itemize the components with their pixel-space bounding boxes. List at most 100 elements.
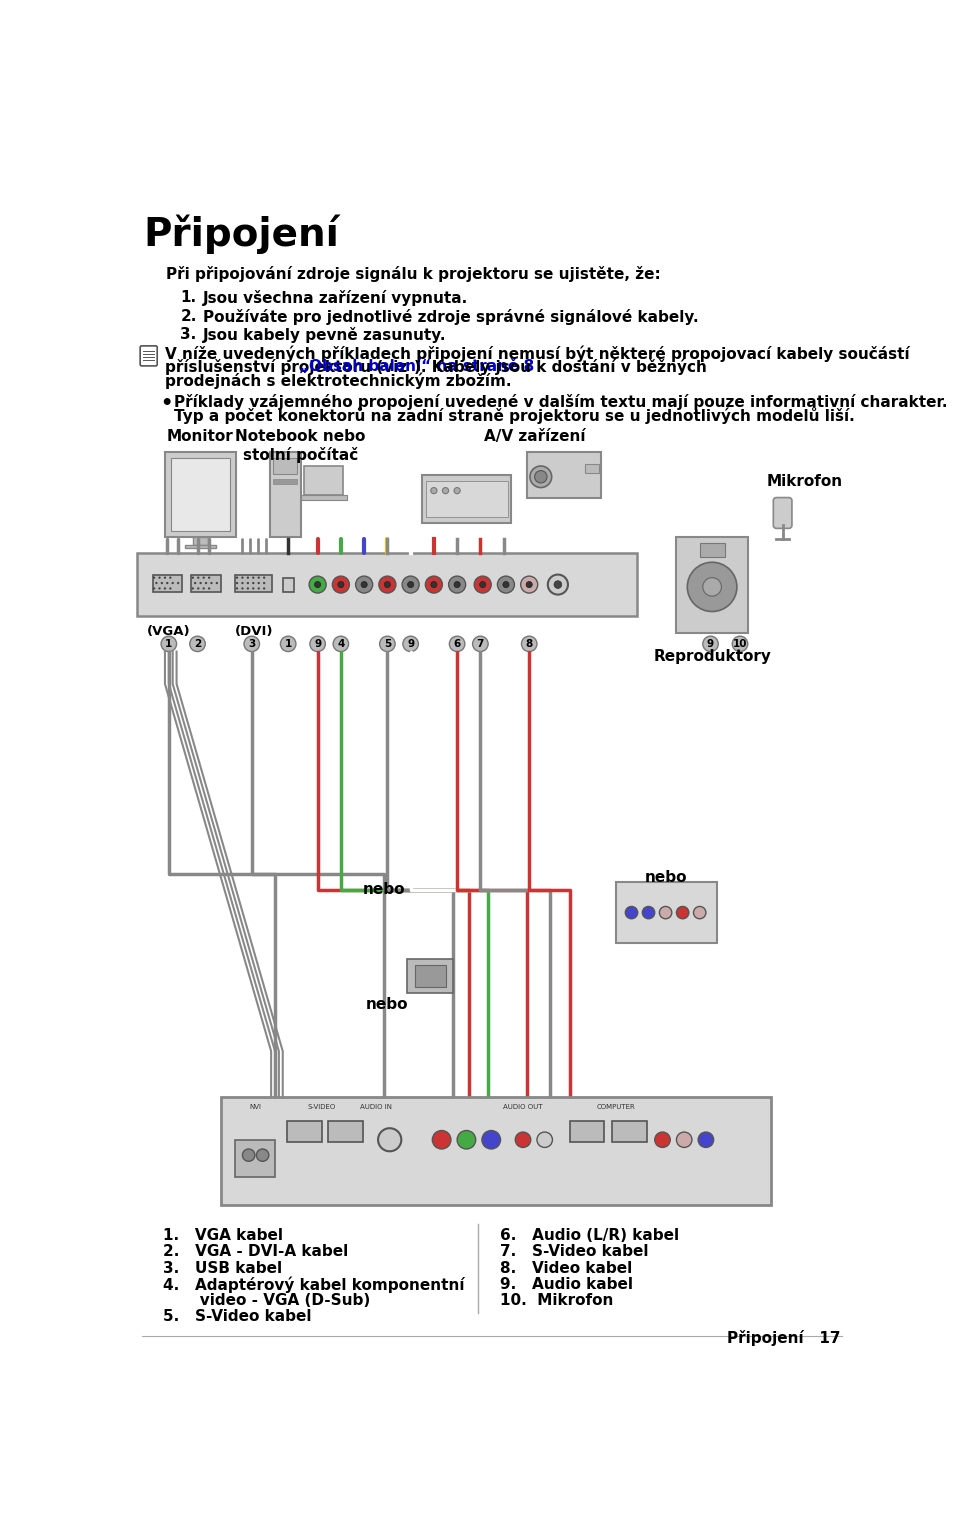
Circle shape [216,581,218,584]
Text: 6.   Audio (L/R) kabel: 6. Audio (L/R) kabel [500,1228,679,1243]
Circle shape [535,470,547,482]
Circle shape [158,577,160,578]
Circle shape [263,581,265,584]
Circle shape [164,587,166,589]
Circle shape [355,577,372,594]
Text: příslušenství projektoru (viz: příslušenství projektoru (viz [165,359,413,374]
Circle shape [338,581,344,587]
Circle shape [263,587,265,589]
Bar [304,466,344,495]
FancyBboxPatch shape [774,498,792,528]
Circle shape [379,577,396,594]
Circle shape [732,636,748,651]
Circle shape [280,636,296,651]
Circle shape [153,577,156,578]
Circle shape [164,577,166,578]
Circle shape [256,1149,269,1161]
Circle shape [521,636,537,651]
Text: 10.  Mikrofon: 10. Mikrofon [500,1294,613,1307]
Text: COMPUTER: COMPUTER [596,1103,636,1110]
Text: Při připojování zdroje signálu k projektoru se ujistěte, že:: Při připojování zdroje signálu k projekt… [166,266,661,282]
Circle shape [443,487,448,493]
Circle shape [642,907,655,919]
Text: S-VIDEO: S-VIDEO [307,1103,336,1110]
Circle shape [177,581,180,584]
Text: 4: 4 [337,639,345,648]
Text: 2.   VGA - DVI-A kabel: 2. VGA - DVI-A kabel [162,1245,348,1260]
Bar [221,1097,771,1205]
Bar [165,452,236,537]
Text: Mikrofon: Mikrofon [767,473,843,489]
Circle shape [192,587,194,589]
Circle shape [247,581,249,584]
Text: AUDIO OUT: AUDIO OUT [503,1103,542,1110]
Circle shape [537,1132,552,1148]
Circle shape [482,1131,500,1149]
Circle shape [548,575,568,595]
Circle shape [480,581,486,587]
Bar [193,537,208,545]
Bar [137,552,636,616]
Circle shape [384,581,391,587]
Bar [677,537,748,633]
Bar [274,479,297,484]
Bar [426,481,508,517]
Bar [569,1120,605,1142]
Text: 3.: 3. [180,327,197,342]
Bar [270,452,300,537]
Text: 3.   USB kabel: 3. USB kabel [162,1260,281,1275]
Circle shape [160,581,163,584]
Text: Příklady vzájemného propojení uvedené v dalším textu mají pouze informativní cha: Příklady vzájemného propojení uvedené v … [175,394,948,411]
Circle shape [208,577,210,578]
Circle shape [194,581,197,584]
Circle shape [243,1149,254,1161]
Circle shape [236,577,238,578]
Text: 5.   S-Video kabel: 5. S-Video kabel [162,1309,311,1324]
Text: V níže uvedených příkladech připojení nemusí být některé propojovací kabely souč: V níže uvedených příkladech připojení ne… [165,345,909,362]
Text: 1.: 1. [180,291,197,306]
Circle shape [497,577,515,594]
Circle shape [263,577,265,578]
Text: Jsou kabely pevně zasunuty.: Jsou kabely pevně zasunuty. [203,327,446,344]
Text: 2: 2 [194,639,202,648]
Text: 1.   VGA kabel: 1. VGA kabel [162,1228,282,1243]
Bar [274,458,297,473]
Circle shape [333,636,348,651]
Circle shape [161,636,177,651]
Circle shape [252,577,254,578]
Bar [185,545,216,548]
Text: 2.: 2. [180,309,197,324]
Circle shape [379,636,396,651]
Circle shape [530,466,552,487]
Text: A/V zařízení: A/V zařízení [484,429,586,444]
Circle shape [516,1132,531,1148]
Circle shape [252,587,254,589]
Bar [407,959,453,994]
Circle shape [474,577,492,594]
Text: AUDIO IN: AUDIO IN [360,1103,392,1110]
Text: 10: 10 [732,639,747,648]
Circle shape [448,577,466,594]
Circle shape [252,581,254,584]
Text: Jsou všechna zařízení vypnuta.: Jsou všechna zařízení vypnuta. [203,291,468,306]
Circle shape [408,581,414,587]
Text: nebo: nebo [645,871,687,886]
Circle shape [403,636,419,651]
Circle shape [361,581,368,587]
Bar [422,475,512,524]
Text: NVI: NVI [250,1103,262,1110]
Circle shape [241,577,244,578]
Text: 1: 1 [284,639,292,648]
Circle shape [332,577,349,594]
Circle shape [660,907,672,919]
Circle shape [236,581,238,584]
Circle shape [158,587,160,589]
Circle shape [425,577,443,594]
Circle shape [309,577,326,594]
Circle shape [431,581,437,587]
Circle shape [449,636,465,651]
FancyBboxPatch shape [140,345,157,365]
Circle shape [203,577,204,578]
Circle shape [310,636,325,651]
Text: •: • [160,394,173,414]
